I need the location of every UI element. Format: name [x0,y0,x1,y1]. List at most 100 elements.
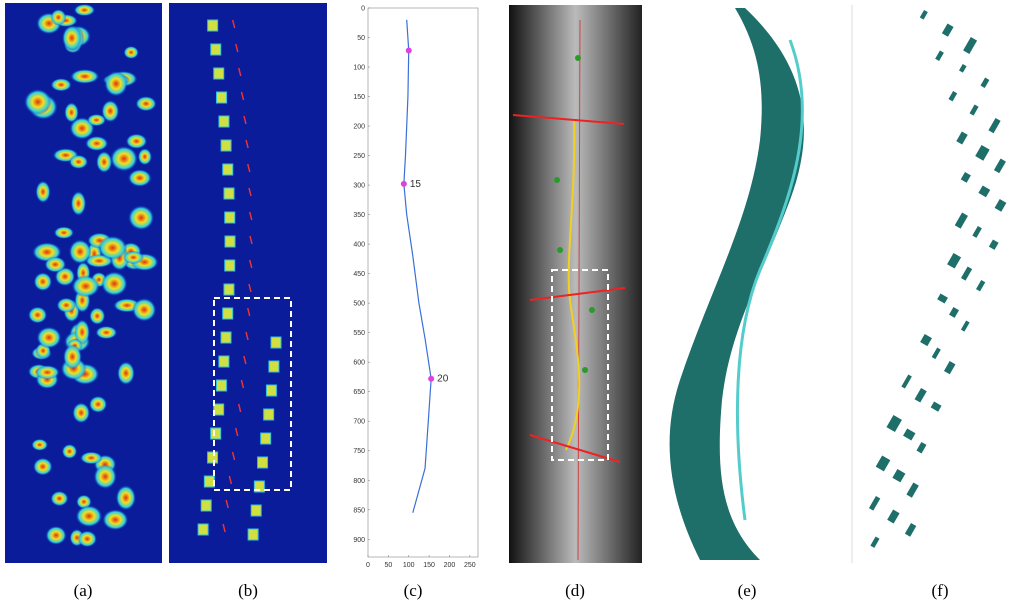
fragment [970,105,979,116]
fragment [975,145,989,161]
blob [101,271,128,296]
blob [258,457,268,468]
point [401,181,407,187]
blob [128,205,154,230]
y-tick-label: 100 [353,65,365,72]
fragment [948,91,957,101]
y-tick-label: 350 [353,212,365,219]
blob [110,146,138,172]
fragment [947,253,961,269]
blob [50,9,66,26]
caption: (a) [74,581,93,600]
blob [225,260,235,271]
blob [72,402,90,423]
fragment [915,388,927,403]
blob [37,327,62,349]
blob [223,308,233,319]
blob [224,284,234,295]
blob [72,275,100,297]
x-tick-label: 0 [366,562,370,569]
y-tick-label: 800 [353,478,365,485]
fragment [955,213,968,229]
fragment [931,402,942,412]
annotation: 15 [410,179,422,190]
caption: (c) [404,581,423,600]
y-tick-label: 700 [353,419,365,426]
blob [70,69,99,84]
blob [219,116,229,127]
blob [214,404,224,415]
blob [116,485,136,510]
fragment [959,64,967,73]
blob [62,444,77,459]
fragment [949,307,959,318]
blob [217,92,227,103]
blob [69,155,88,169]
blob [261,433,271,444]
panel-b [169,3,327,563]
blob [24,89,51,115]
x-tick-label: 50 [384,562,392,569]
annotation: 20 [437,374,449,385]
y-tick-label: 400 [353,242,365,249]
blob [211,428,221,439]
fragment [903,429,915,441]
x-tick-label: 150 [423,562,435,569]
blob [36,181,51,203]
y-tick-label: 550 [353,330,365,337]
blob [138,148,152,165]
y-tick-label: 300 [353,183,365,190]
chart-c: 0501001502002503003504004505005506006507… [353,6,478,570]
blob [31,439,48,451]
blob [126,134,148,149]
blob [63,344,82,369]
fragment [876,456,891,472]
y-tick-label: 50 [357,35,365,42]
blob [28,306,47,323]
fragment [988,118,1000,133]
blob [117,361,135,385]
fragment [981,78,990,88]
blob [221,332,231,343]
blob [269,361,279,372]
blob [201,500,211,511]
blob [251,505,261,516]
blob [223,164,233,175]
blob [128,169,152,187]
point [406,48,412,54]
blob [225,236,235,247]
y-tick-label: 650 [353,389,365,396]
blob [54,226,74,238]
fragment [961,172,971,183]
blob [221,140,231,151]
blob [62,25,82,51]
blob [74,4,95,16]
fragment [989,240,999,250]
panel-e-surface [670,8,804,560]
y-tick-label: 200 [353,124,365,131]
caption: (f) [932,581,949,600]
fragment [920,10,928,20]
figure: 0501001502002503003504004505005506006507… [0,0,1031,606]
blob [135,96,156,111]
blob [96,151,112,173]
fragment [956,132,967,145]
caption: (d) [565,581,585,600]
y-tick-label: 0 [361,6,365,13]
blob [46,526,67,545]
blob [225,212,235,223]
blob [51,78,72,91]
blob [76,505,103,527]
blob [35,365,60,379]
x-tick-label: 250 [464,562,476,569]
blob [264,409,274,420]
fragment [963,37,977,54]
fragment [886,415,901,432]
fragment [944,361,956,374]
blob [50,491,68,506]
blob [98,236,127,260]
blob [211,44,221,55]
blob [89,307,105,324]
fragment [887,510,899,524]
blob [248,529,258,540]
